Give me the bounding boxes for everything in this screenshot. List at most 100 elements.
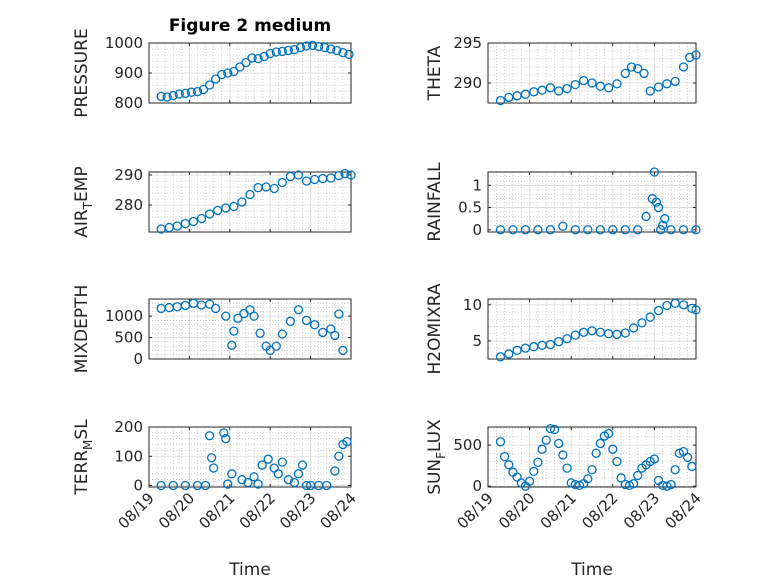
data-point <box>504 460 514 470</box>
data-point <box>529 466 539 477</box>
data-point <box>541 435 551 445</box>
data-point <box>649 167 660 177</box>
y-tick-label: 0 <box>133 350 143 368</box>
data-point <box>332 45 342 56</box>
data-point <box>637 318 647 328</box>
data-point <box>211 303 221 314</box>
x-tick-label: 08/20 <box>155 489 198 532</box>
data-point <box>223 68 233 78</box>
data-point <box>241 57 251 68</box>
data-point <box>235 62 245 72</box>
data-point <box>334 309 344 319</box>
data-point <box>628 479 639 489</box>
x-tick-label: 08/24 <box>662 489 705 532</box>
data-point <box>271 341 281 351</box>
y-tick-label: 500 <box>114 329 143 347</box>
data-point <box>245 189 255 200</box>
data-point <box>685 52 695 63</box>
data-point <box>499 451 510 462</box>
data-point <box>583 474 593 484</box>
data-point <box>301 480 312 491</box>
data-point <box>247 53 257 63</box>
data-point <box>512 345 522 355</box>
data-point <box>533 225 543 235</box>
data-point <box>188 216 199 227</box>
data-point <box>691 225 701 235</box>
data-point <box>326 44 336 54</box>
data-point <box>687 303 697 314</box>
data-point <box>524 476 535 486</box>
data-point <box>678 300 689 310</box>
data-point <box>320 42 330 53</box>
data-point <box>180 88 191 99</box>
axes-box <box>487 426 697 488</box>
chart-title: Figure 2 medium <box>169 16 331 36</box>
data-point <box>554 337 564 347</box>
data-point <box>570 79 581 90</box>
y-tick-label: 800 <box>114 94 143 112</box>
data-point <box>653 82 664 92</box>
data-point <box>595 225 605 235</box>
data-point <box>221 434 231 444</box>
data-point <box>326 324 336 334</box>
data-point <box>221 311 231 321</box>
data-point <box>253 479 263 489</box>
x-axis-label: Time <box>228 560 271 580</box>
y-axis-label: RAINFALL <box>425 162 445 242</box>
data-point <box>200 480 211 491</box>
data-point <box>289 477 300 488</box>
data-point <box>678 225 689 235</box>
data-point <box>330 330 340 341</box>
data-point <box>504 349 514 359</box>
data-point <box>338 345 348 356</box>
data-point <box>206 453 217 463</box>
data-point <box>660 214 670 224</box>
data-point <box>156 91 166 102</box>
y-tick-label: 0 <box>133 477 143 495</box>
data-point <box>285 316 296 326</box>
data-point <box>227 469 237 479</box>
data-point <box>608 225 618 235</box>
data-point <box>612 456 622 467</box>
y-tick-label: 500 <box>453 436 482 454</box>
y-tick-label: 200 <box>114 418 143 436</box>
data-point <box>289 44 300 55</box>
y-axis-label: PRESSURE <box>72 28 92 117</box>
data-point <box>277 457 287 467</box>
data-point <box>265 345 275 356</box>
data-point <box>595 438 605 449</box>
data-point <box>293 469 304 479</box>
data-point <box>674 448 685 458</box>
data-point <box>562 83 572 94</box>
data-point <box>691 305 701 315</box>
y-tick-label: 100 <box>114 447 143 465</box>
y-tick-label: 280 <box>114 196 143 214</box>
data-point <box>265 48 275 59</box>
data-point <box>168 90 178 101</box>
data-point <box>603 83 614 93</box>
data-point <box>243 477 253 488</box>
data-point <box>204 209 215 219</box>
y-axis-label: SUNFLUX <box>425 419 448 495</box>
data-point <box>208 463 219 473</box>
data-point <box>651 197 662 207</box>
x-tick-label: 08/21 <box>537 489 580 532</box>
data-point <box>309 320 320 330</box>
data-point <box>340 168 350 179</box>
data-point <box>186 87 197 97</box>
y-axis-label: THETA <box>425 45 445 101</box>
data-point <box>558 450 568 460</box>
data-point <box>537 85 547 95</box>
x-tick-label: 08/21 <box>195 489 238 532</box>
data-point <box>293 305 304 315</box>
axes-background <box>488 43 696 103</box>
data-point <box>297 460 308 470</box>
data-point <box>653 202 664 213</box>
data-point <box>318 327 328 338</box>
subplot-6: 5 10 H2OMIXRA <box>425 283 701 375</box>
data-point <box>545 225 556 235</box>
axes-box <box>487 42 697 104</box>
data-point <box>245 305 255 315</box>
data-point <box>641 211 651 222</box>
